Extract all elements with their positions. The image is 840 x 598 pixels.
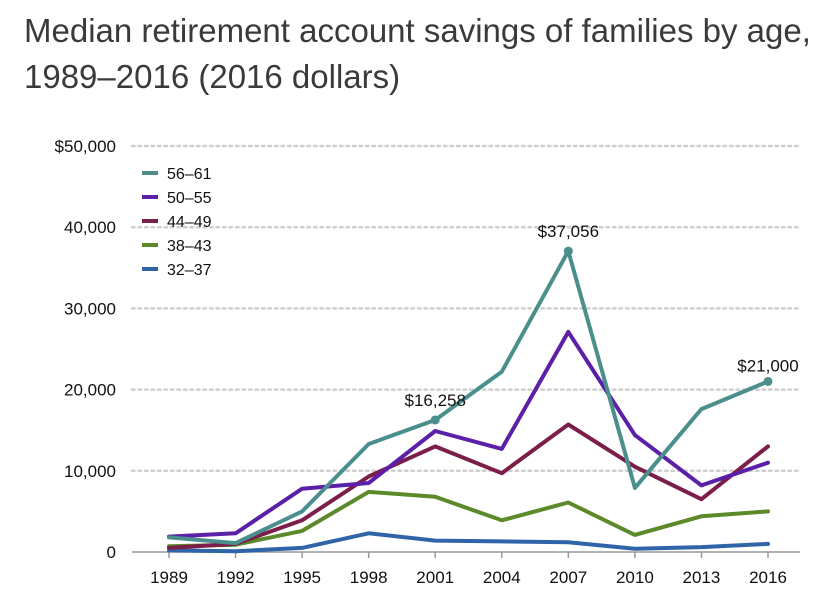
- series-line-56–61: [167, 249, 770, 546]
- x-tick-label: 2013: [683, 568, 721, 587]
- y-tick-label: 10,000: [64, 462, 116, 481]
- series-lines: [167, 249, 770, 554]
- x-tick-label: 1992: [217, 568, 255, 587]
- legend-label: 50–55: [167, 190, 212, 207]
- data-label: $16,258: [404, 391, 465, 410]
- y-axis-ticks: 0 10,000 20,000 30,000 40,000 $50,000: [55, 137, 116, 562]
- y-tick-label: 0: [107, 543, 116, 562]
- x-axis: 1989 1992 1995 1998 2001 2004 2007 2010 2013 2016: [132, 551, 800, 587]
- x-tick-label: 2010: [616, 568, 654, 587]
- x-tick-label: 2007: [549, 568, 587, 587]
- legend-label: 38–43: [167, 238, 212, 255]
- series-line-32–37: [167, 531, 770, 554]
- x-tick-label: 2001: [416, 568, 454, 587]
- annotation-marker: [563, 246, 573, 256]
- legend-label: 44–49: [167, 214, 212, 231]
- chart-title: Median retirement account savings of fam…: [24, 12, 811, 95]
- series-line-44–49: [167, 422, 770, 550]
- grid-lines: [130, 144, 802, 473]
- x-tick-label: 2004: [483, 568, 521, 587]
- x-tick-label: 1989: [150, 568, 188, 587]
- x-tick-label: 2016: [749, 568, 787, 587]
- data-annotations: $16,258 $37,056 $21,000: [404, 222, 799, 425]
- annotation-marker: [430, 415, 440, 425]
- series-line-50–55: [167, 329, 770, 539]
- y-tick-label: 20,000: [64, 381, 116, 400]
- legend-label: 32–37: [167, 262, 212, 279]
- series-line-38–43: [167, 489, 770, 549]
- legend-label: 56–61: [167, 166, 212, 183]
- x-tick-label: 1998: [350, 568, 388, 587]
- data-label: $37,056: [538, 222, 599, 241]
- y-tick-label: 30,000: [64, 299, 116, 318]
- data-label: $21,000: [737, 356, 798, 375]
- legend: 56–61 50–55 44–49 38–43 32–37: [142, 166, 212, 279]
- y-tick-label: $50,000: [55, 137, 116, 156]
- x-tick-label: 1995: [283, 568, 321, 587]
- annotation-marker: [763, 376, 773, 386]
- y-tick-label: 40,000: [64, 218, 116, 237]
